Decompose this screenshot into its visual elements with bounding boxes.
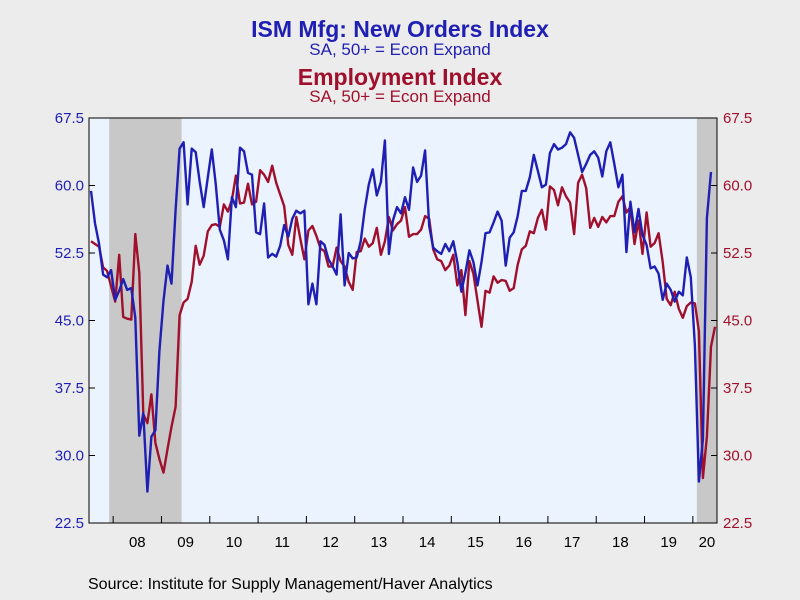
x-tick-label: 13	[371, 534, 388, 551]
y-tick-label-left: 60.0	[55, 178, 84, 195]
source-note: Source: Institute for Supply Management/…	[88, 576, 493, 593]
x-tick-label: 19	[660, 534, 677, 551]
chart-subtitle-employment: SA, 50+ = Econ Expand	[309, 87, 491, 106]
x-tick-label: 17	[564, 534, 581, 551]
x-tick-label: 12	[322, 534, 339, 551]
y-tick-label-right: 37.5	[723, 380, 752, 397]
x-tick-label: 16	[515, 534, 532, 551]
x-tick-label: 14	[419, 534, 436, 551]
chart-title-new-orders: ISM Mfg: New Orders Index	[251, 16, 549, 42]
y-tick-label-left: 67.5	[55, 110, 84, 127]
x-tick-label: 18	[612, 534, 629, 551]
y-tick-label-right: 45.0	[723, 313, 752, 330]
x-tick-label: 20	[699, 534, 716, 551]
x-tick-label: 11	[274, 534, 290, 551]
x-tick-label: 10	[226, 534, 243, 551]
y-tick-label-right: 67.5	[723, 110, 752, 127]
y-tick-label-right: 52.5	[723, 245, 752, 262]
x-tick-label: 15	[467, 534, 484, 551]
y-tick-label-right: 22.5	[723, 515, 752, 532]
y-tick-label-left: 30.0	[55, 448, 84, 465]
y-tick-label-left: 52.5	[55, 245, 84, 262]
y-tick-label-right: 30.0	[723, 448, 752, 465]
y-tick-label-left: 37.5	[55, 380, 84, 397]
y-tick-label-left: 22.5	[55, 515, 84, 532]
series-line-new-orders	[89, 131, 713, 493]
y-tick-label-left: 45.0	[55, 313, 84, 330]
chart-title-employment: Employment Index	[297, 64, 503, 90]
series-line-employment	[90, 164, 717, 480]
y-tick-label-right: 60.0	[723, 178, 752, 195]
x-tick-label: 08	[129, 534, 146, 551]
x-tick-label: 09	[177, 534, 194, 551]
plot-area	[89, 118, 717, 523]
chart-subtitle-new-orders: SA, 50+ = Econ Expand	[309, 40, 491, 59]
